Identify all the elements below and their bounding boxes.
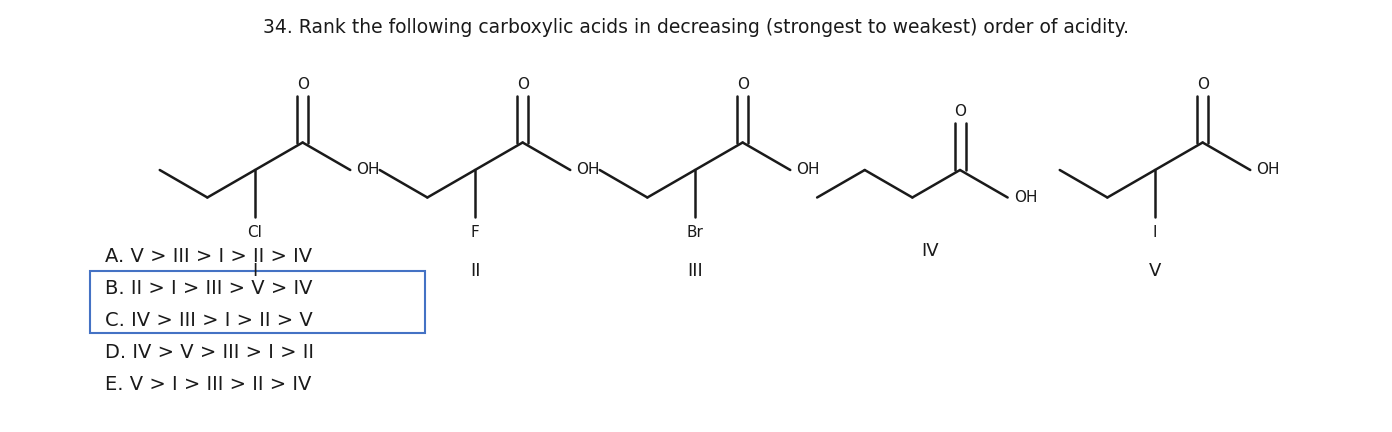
Text: O: O	[736, 77, 749, 92]
Text: B. II > I > III > V > IV: B. II > I > III > V > IV	[104, 279, 312, 298]
Text: O: O	[1197, 77, 1208, 92]
Text: I: I	[252, 262, 258, 280]
Text: A. V > III > I > II > IV: A. V > III > I > II > IV	[104, 247, 312, 266]
Text: OH: OH	[796, 162, 820, 178]
Text: OH: OH	[356, 162, 380, 178]
Text: O: O	[296, 77, 309, 92]
Text: III: III	[688, 262, 703, 280]
Text: OH: OH	[1256, 162, 1279, 178]
Text: I: I	[1153, 225, 1157, 240]
Text: II: II	[469, 262, 480, 280]
Text: 34. Rank the following carboxylic acids in decreasing (strongest to weakest) ord: 34. Rank the following carboxylic acids …	[263, 18, 1129, 37]
Text: OH: OH	[576, 162, 600, 178]
Text: V: V	[1148, 262, 1161, 280]
Text: Br: Br	[686, 225, 703, 240]
Text: O: O	[954, 104, 966, 119]
Text: Cl: Cl	[248, 225, 263, 240]
Text: C. IV > III > I > II > V: C. IV > III > I > II > V	[104, 311, 313, 330]
Text: OH: OH	[1013, 190, 1037, 205]
Text: E. V > I > III > II > IV: E. V > I > III > II > IV	[104, 375, 312, 394]
Text: D. IV > V > III > I > II: D. IV > V > III > I > II	[104, 343, 315, 362]
Text: IV: IV	[922, 242, 938, 260]
Text: F: F	[470, 225, 479, 240]
Text: O: O	[516, 77, 529, 92]
